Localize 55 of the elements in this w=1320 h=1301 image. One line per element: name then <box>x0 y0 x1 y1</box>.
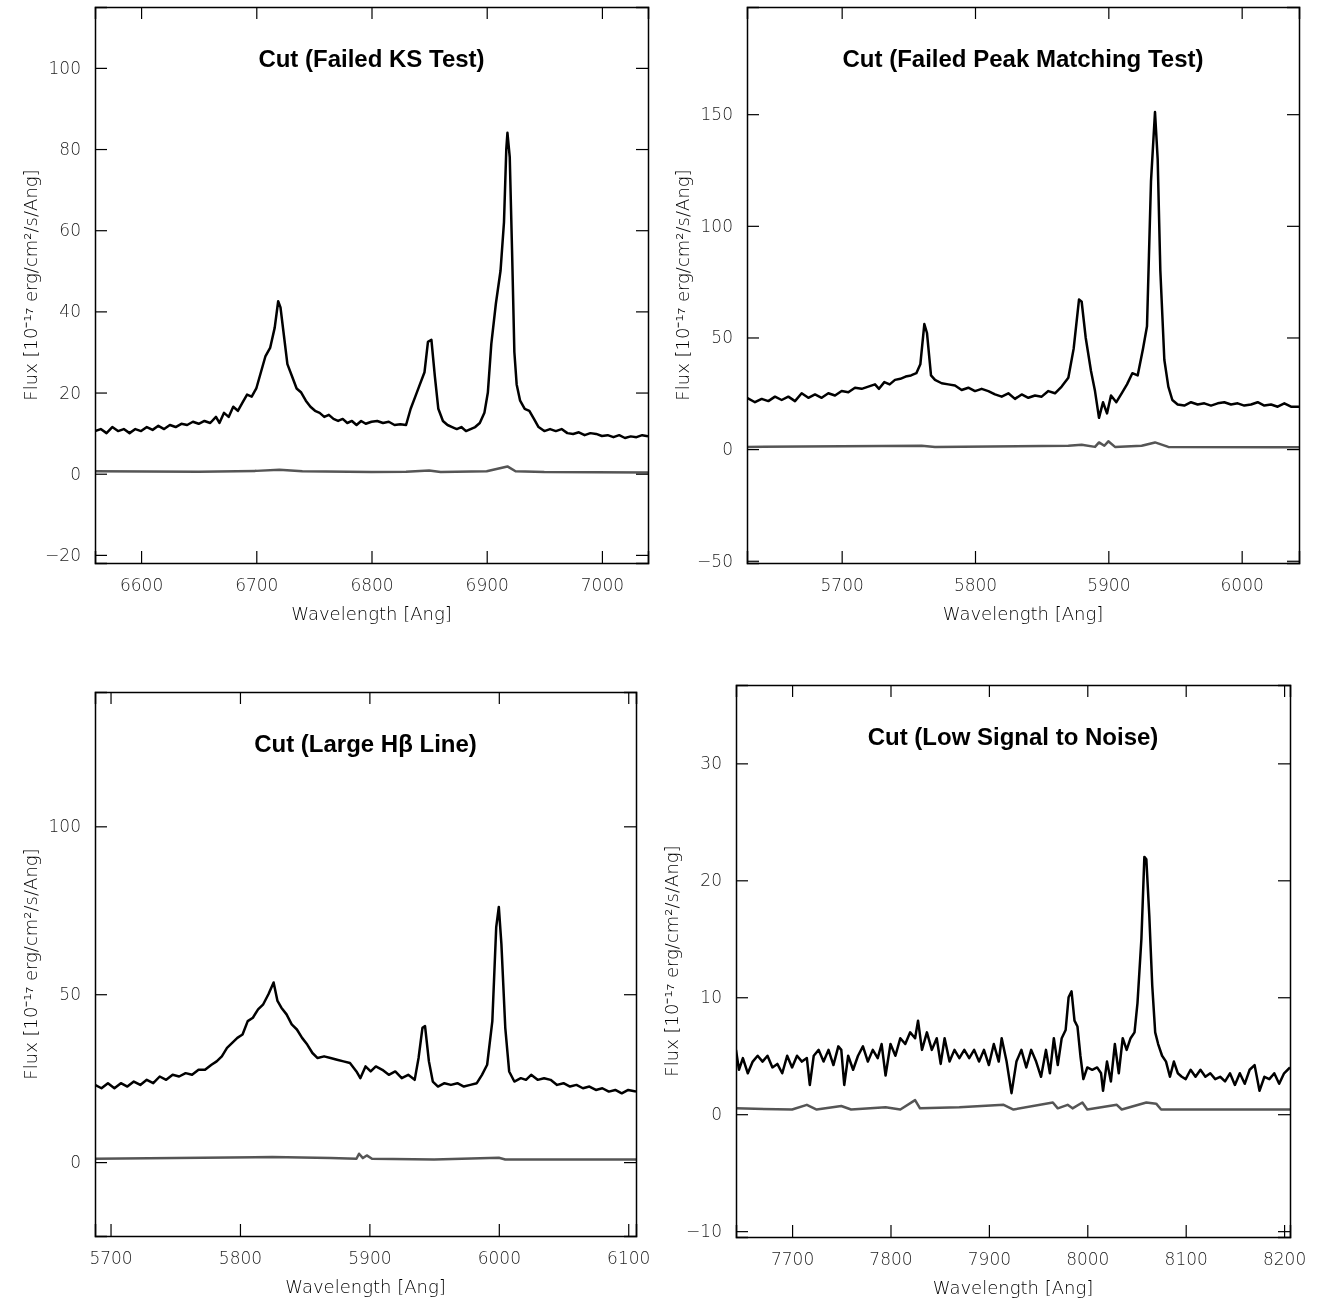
y-tick-label: 0 <box>70 1152 81 1173</box>
y-axis-title: Flux [10⁻¹⁷ erg/cm²/s/Ang] <box>672 169 693 401</box>
y-tick-label: −20 <box>45 544 81 565</box>
y-tick-label: 50 <box>59 984 81 1005</box>
y-tick-label: −50 <box>697 550 733 571</box>
y-tick-label: 100 <box>48 57 81 78</box>
x-tick-label: 8200 <box>1262 1249 1307 1270</box>
x-tick-label: 5700 <box>89 1248 133 1269</box>
line-series <box>747 440 1299 449</box>
y-axis-title: Flux [10⁻¹⁷ erg/cm²/s/Ang] <box>661 845 682 1077</box>
y-tick-label: 0 <box>722 439 733 460</box>
y-tick-label: 0 <box>711 1104 722 1125</box>
x-axis-title: Wavelength [Ang] <box>932 1277 1094 1298</box>
y-axis-title: Flux [10⁻¹⁷ erg/cm²/s/Ang] <box>20 169 41 401</box>
y-tick-label: 30 <box>700 753 722 774</box>
x-tick-label: 7800 <box>869 1249 913 1270</box>
y-tick-label: 40 <box>59 301 81 322</box>
x-tick-label: 6600 <box>119 575 164 596</box>
y-tick-label: 100 <box>48 816 81 837</box>
y-tick-label: 80 <box>59 138 81 159</box>
x-tick-label: 8100 <box>1164 1249 1208 1270</box>
x-tick-label: 7000 <box>580 575 625 596</box>
y-tick-label: 60 <box>59 220 81 241</box>
y-tick-label: 50 <box>711 327 733 348</box>
x-tick-label: 6100 <box>607 1248 651 1269</box>
y-tick-label: 100 <box>700 215 733 236</box>
text: Cut (Low Signal to Noise) <box>867 723 1159 750</box>
x-tick-label: 7700 <box>770 1249 815 1270</box>
x-axis-title: Wavelength [Ang] <box>291 603 452 624</box>
x-tick-label: 5900 <box>1087 575 1131 596</box>
y-tick-label: 0 <box>70 463 81 484</box>
y-tick-label: 10 <box>700 987 722 1008</box>
text: Cut (Failed KS Test) <box>258 45 485 72</box>
y-tick-label: −10 <box>686 1221 722 1242</box>
text: Cut (Failed Peak Matching Test) <box>842 45 1204 72</box>
x-tick-label: 8000 <box>1066 1249 1110 1270</box>
x-tick-label: 6000 <box>477 1248 521 1269</box>
y-tick-label: 20 <box>59 382 81 403</box>
line-series <box>736 1098 1290 1111</box>
x-tick-label: 5800 <box>953 575 998 596</box>
text: Cut (Large Hβ Line) <box>254 730 477 757</box>
x-axis-title: Wavelength [Ang] <box>285 1276 446 1297</box>
x-tick-label: 5700 <box>820 575 864 596</box>
x-tick-label: 5900 <box>348 1248 392 1269</box>
x-tick-label: 7900 <box>967 1249 1012 1270</box>
y-axis-title: Flux [10⁻¹⁷ erg/cm²/s/Ang] <box>20 848 41 1080</box>
x-tick-label: 6000 <box>1220 575 1264 596</box>
x-axis-title: Wavelength [Ang] <box>942 603 1104 624</box>
x-tick-label: 6800 <box>350 575 394 596</box>
x-tick-label: 6700 <box>235 575 279 596</box>
y-tick-label: 20 <box>700 870 722 891</box>
y-tick-label: 150 <box>700 104 733 125</box>
line-series <box>95 465 648 474</box>
x-tick-label: 6900 <box>465 575 509 596</box>
x-tick-label: 5800 <box>218 1248 263 1269</box>
